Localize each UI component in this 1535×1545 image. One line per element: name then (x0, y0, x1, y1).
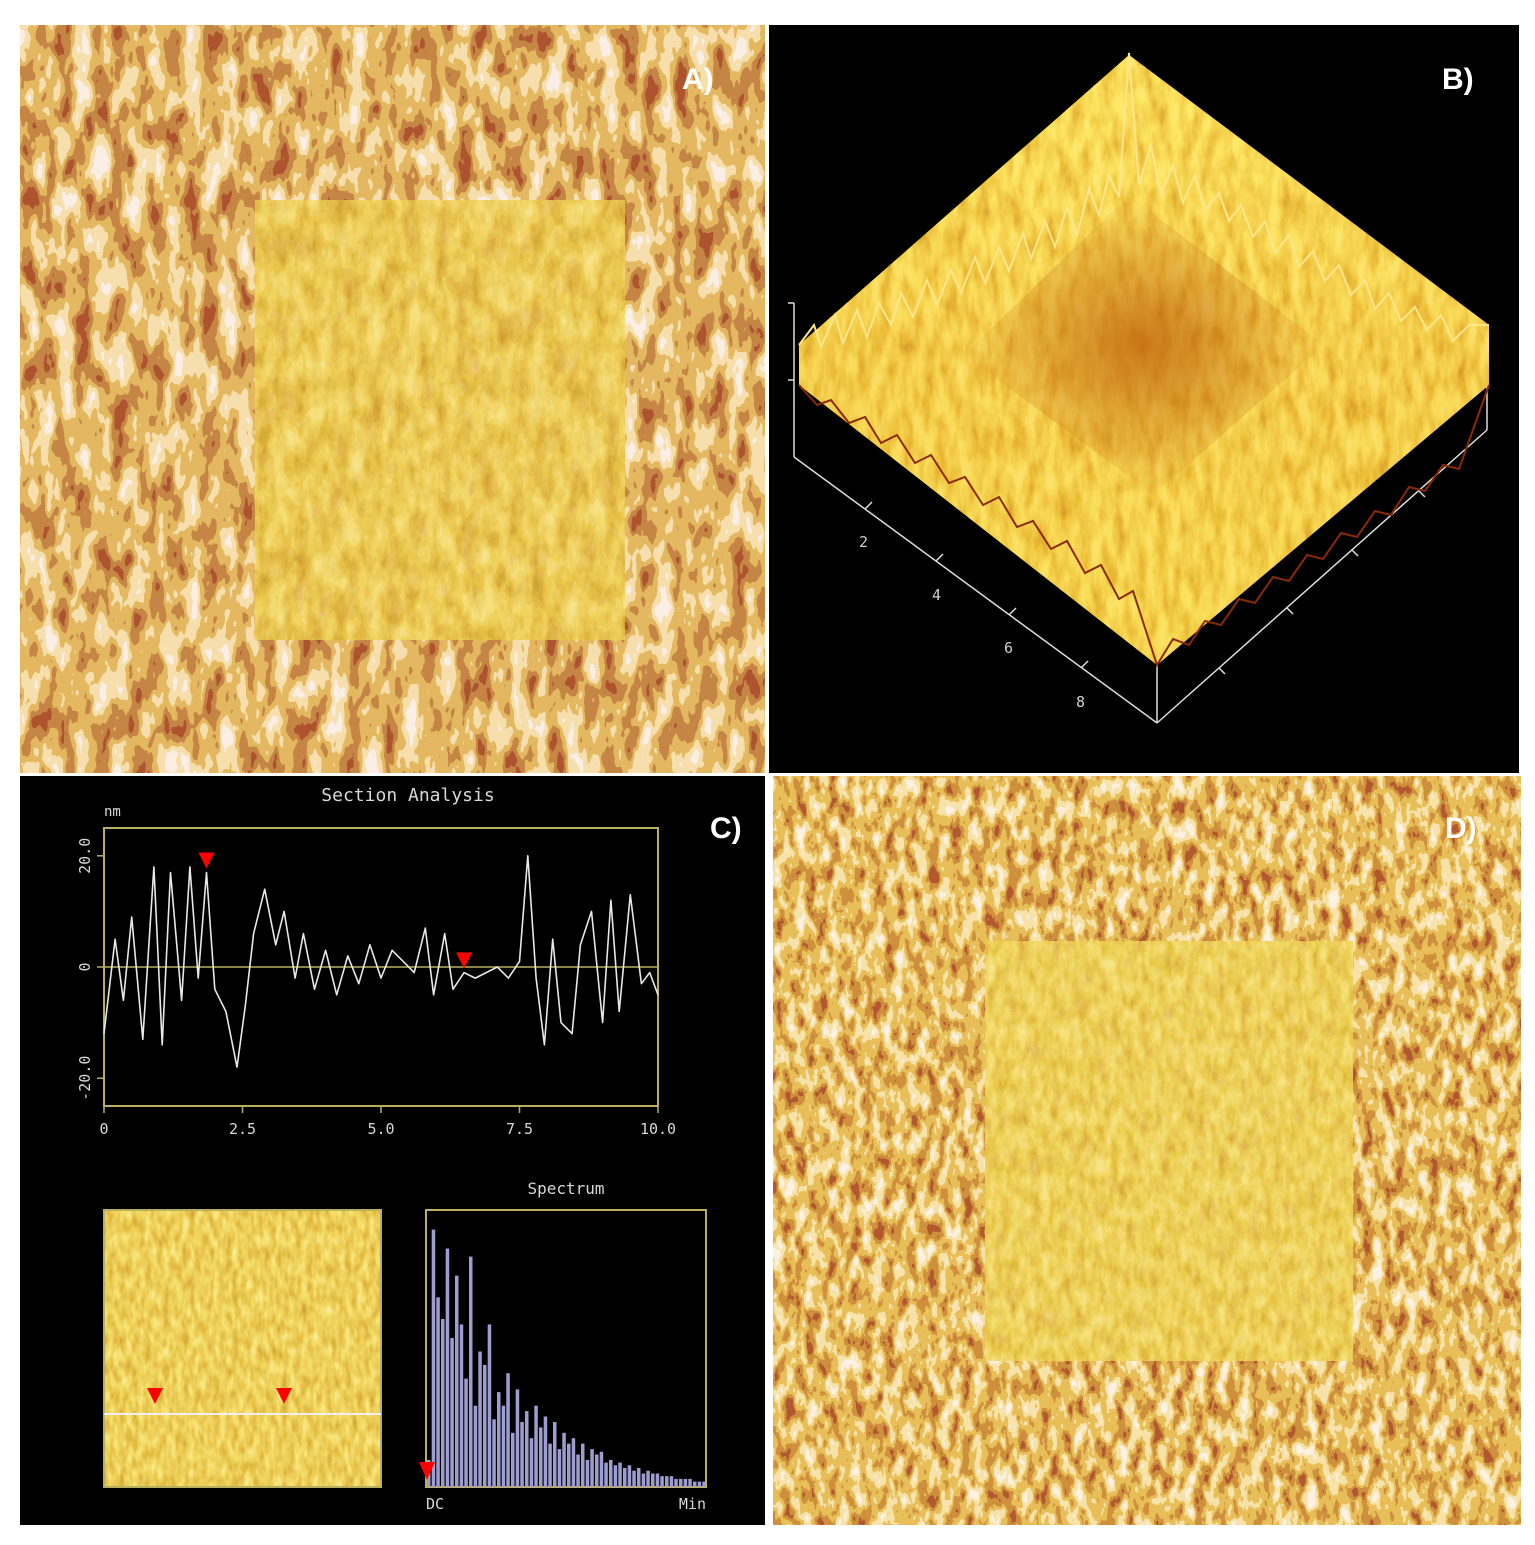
panel-b-3d-surface: 2 4 6 8 B) (769, 25, 1519, 773)
spectrum-bar (646, 1470, 650, 1487)
spectrum-bar (693, 1481, 697, 1487)
spectrum-bar (473, 1405, 478, 1487)
spectrum-bar (623, 1468, 627, 1487)
spectrum-bar (534, 1405, 538, 1487)
3d-surface-render: 2 4 6 8 (788, 52, 1490, 724)
spectrum-bar (613, 1465, 618, 1487)
panel-a-afm-height-image: A) (20, 25, 765, 773)
spectrum-bar (520, 1422, 524, 1487)
panel-b-label: B) (1442, 63, 1474, 96)
profile-marker-1[interactable] (198, 852, 215, 869)
profile-marker-2[interactable] (456, 952, 473, 969)
spectrum-bar (585, 1459, 590, 1487)
spectrum-bar (702, 1481, 706, 1487)
y-tick-label: 0 (76, 962, 94, 971)
spectrum-bar (464, 1378, 468, 1487)
spectrum-bar (450, 1338, 454, 1488)
spectrum-bar (618, 1462, 622, 1487)
section-marker-left[interactable] (147, 1388, 163, 1404)
spectrum-title: Spectrum (527, 1179, 604, 1198)
spectrum-bar (548, 1443, 552, 1487)
spectrum-bar (539, 1427, 543, 1487)
spectrum-bar (581, 1443, 585, 1487)
spectrum-bar (455, 1275, 459, 1487)
spectrum-bar (665, 1476, 669, 1487)
spectrum-bar (497, 1392, 501, 1487)
section-title: Section Analysis (321, 785, 494, 806)
spectrum-bar (436, 1297, 440, 1487)
panel-d-label: D) (1445, 812, 1477, 845)
surface-tick-4: 4 (932, 586, 941, 604)
spectrum-bar (529, 1438, 534, 1487)
spectrum-bar (459, 1324, 464, 1487)
spectrum-bar (441, 1319, 445, 1487)
spectrum-bar (511, 1432, 515, 1487)
section-marker-right[interactable] (276, 1388, 292, 1404)
spectrum-bar (599, 1451, 604, 1487)
spectrum-dc-marker[interactable] (419, 1462, 435, 1480)
spectrum-bar (651, 1473, 655, 1488)
spectrum-bar (627, 1465, 632, 1487)
spectrum-bar (506, 1373, 510, 1487)
spectrum-bar (660, 1476, 664, 1487)
spectrum-bar (525, 1411, 529, 1487)
x-tick-label: 7.5 (506, 1120, 533, 1138)
x-tick-label: 5.0 (367, 1120, 394, 1138)
panel-c-label: C) (710, 812, 742, 845)
panel-c-section-analysis: Section Analysis nm 0 2.5 5.0 7.5 10.0 20.0 0 -… (20, 776, 765, 1525)
section-image-thumbnail (103, 1209, 382, 1488)
spectrum-bar (557, 1449, 562, 1487)
spectrum-bar (655, 1473, 660, 1488)
spectrum-bar (595, 1454, 599, 1487)
x-tick-label: 0 (99, 1120, 108, 1138)
spectrum-bar (674, 1478, 678, 1487)
spectrum-x-left: DC (426, 1495, 444, 1513)
spectrum-bar (515, 1389, 520, 1487)
spectrum-bar (571, 1438, 576, 1487)
spectrum-bar (604, 1462, 608, 1487)
spectrum-x-right: Min (679, 1495, 706, 1513)
spectrum-bar (609, 1459, 613, 1487)
surface-tick-2: 2 (859, 533, 868, 551)
spectrum-plot (419, 1209, 707, 1488)
spectrum-bar (543, 1416, 548, 1487)
spectrum-bar (632, 1470, 636, 1487)
y-tick-label: -20.0 (76, 1056, 94, 1101)
spectrum-bar (445, 1248, 450, 1487)
spectrum-bar (567, 1443, 571, 1487)
afm-amplitude-image (773, 776, 1521, 1525)
spectrum-bar (431, 1229, 436, 1487)
y-tick-label: 20.0 (76, 838, 94, 874)
spectrum-bar (553, 1422, 557, 1487)
spectrum-bar (590, 1449, 594, 1487)
profile-line (103, 855, 659, 1068)
spectrum-bar (679, 1478, 683, 1487)
spectrum-bar (688, 1478, 692, 1487)
profile-plot: 0 2.5 5.0 7.5 10.0 20.0 0 -20.0 (76, 827, 676, 1138)
spectrum-bar (562, 1432, 566, 1487)
y-unit-label: nm (104, 804, 121, 820)
spectrum-bar (641, 1473, 646, 1488)
section-analysis-view: Section Analysis nm 0 2.5 5.0 7.5 10.0 20.0 0 -… (76, 785, 707, 1513)
surface-axes (788, 302, 1488, 724)
spectrum-bar (478, 1351, 482, 1487)
surface-tick-6: 6 (1004, 639, 1013, 657)
spectrum-bar (669, 1476, 674, 1487)
panel-a-label: A) (682, 63, 714, 96)
x-tick-label: 2.5 (229, 1120, 256, 1138)
x-tick-label: 10.0 (640, 1120, 676, 1138)
spectrum-bar (487, 1324, 492, 1487)
spectrum-bar (469, 1256, 473, 1487)
surface-tick-8: 8 (1076, 693, 1085, 711)
spectrum-frame (425, 1209, 707, 1488)
spectrum-bar (492, 1419, 496, 1488)
panel-d-afm-amplitude-image: D) (773, 776, 1521, 1525)
spectrum-bar (637, 1468, 641, 1487)
afm-height-image (20, 25, 765, 773)
spectrum-bar (697, 1481, 702, 1487)
spectrum-bar (683, 1478, 688, 1487)
spectrum-bar (483, 1365, 487, 1487)
spectrum-bar (501, 1405, 506, 1487)
spectrum-bar (576, 1454, 580, 1487)
